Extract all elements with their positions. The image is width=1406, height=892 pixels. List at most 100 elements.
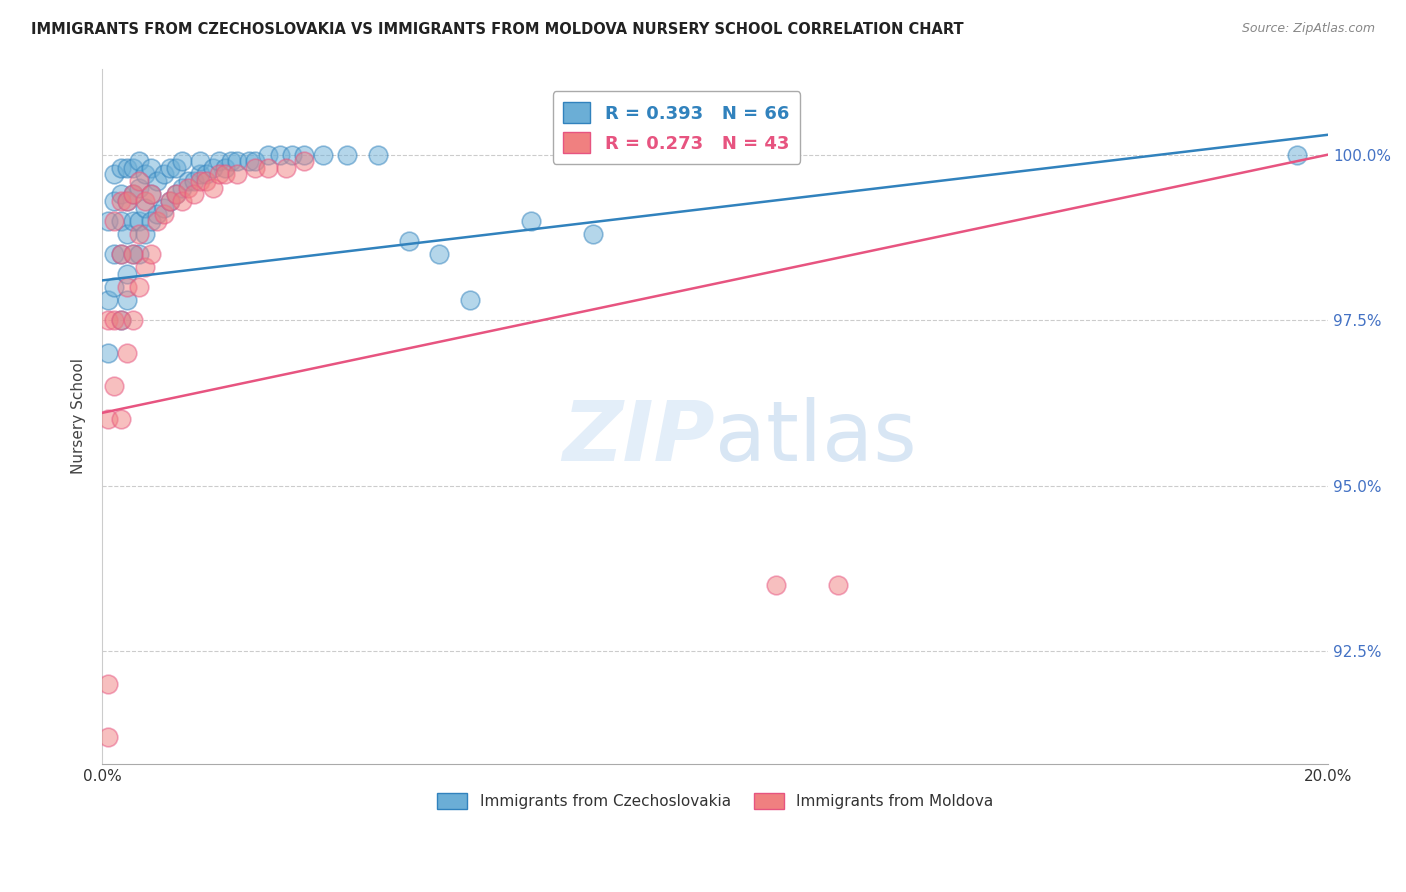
Point: [177, 180, 200, 194]
Point: [97, 677, 120, 691]
Text: atlas: atlas: [716, 397, 917, 477]
Point: [115, 194, 138, 208]
Point: [128, 154, 150, 169]
Point: [110, 247, 132, 261]
Point: [165, 161, 187, 175]
Point: [245, 161, 267, 175]
Point: [128, 174, 150, 188]
Point: [177, 174, 200, 188]
Point: [141, 214, 163, 228]
Point: [128, 280, 150, 294]
Point: [827, 578, 849, 592]
Point: [170, 154, 193, 169]
Point: [121, 187, 143, 202]
Point: [226, 154, 249, 169]
Point: [141, 187, 163, 202]
Point: [97, 346, 120, 360]
Point: [134, 260, 156, 275]
Point: [226, 168, 249, 182]
Point: [170, 180, 193, 194]
Point: [141, 187, 163, 202]
Point: [103, 168, 125, 182]
Point: [103, 247, 125, 261]
Text: Source: ZipAtlas.com: Source: ZipAtlas.com: [1241, 22, 1375, 36]
Point: [214, 161, 236, 175]
Point: [103, 379, 125, 393]
Point: [97, 214, 120, 228]
Point: [165, 187, 187, 202]
Point: [581, 227, 603, 241]
Point: [121, 247, 143, 261]
Point: [269, 147, 291, 161]
Point: [115, 194, 138, 208]
Point: [294, 147, 316, 161]
Point: [115, 280, 138, 294]
Point: [115, 293, 138, 308]
Point: [97, 412, 120, 426]
Point: [115, 227, 138, 241]
Point: [128, 247, 150, 261]
Point: [134, 168, 156, 182]
Point: [256, 147, 278, 161]
Point: [128, 214, 150, 228]
Point: [188, 154, 211, 169]
Point: [427, 247, 450, 261]
Point: [141, 161, 163, 175]
Point: [97, 293, 120, 308]
Point: [294, 154, 316, 169]
Point: [367, 147, 389, 161]
Point: [208, 168, 231, 182]
Point: [97, 731, 120, 745]
Point: [159, 194, 181, 208]
Point: [146, 214, 169, 228]
Point: [115, 161, 138, 175]
Point: [146, 207, 169, 221]
Point: [121, 247, 143, 261]
Text: ZIP: ZIP: [562, 397, 716, 477]
Point: [110, 313, 132, 327]
Text: IMMIGRANTS FROM CZECHOSLOVAKIA VS IMMIGRANTS FROM MOLDOVA NURSERY SCHOOL CORRELA: IMMIGRANTS FROM CZECHOSLOVAKIA VS IMMIGR…: [31, 22, 963, 37]
Point: [141, 247, 163, 261]
Point: [312, 147, 335, 161]
Point: [520, 214, 543, 228]
Point: [195, 174, 218, 188]
Point: [134, 201, 156, 215]
Point: [214, 168, 236, 182]
Point: [103, 214, 125, 228]
Point: [134, 194, 156, 208]
Point: [152, 207, 174, 221]
Point: [115, 346, 138, 360]
Point: [121, 214, 143, 228]
Point: [188, 174, 211, 188]
Point: [183, 174, 205, 188]
Legend: Immigrants from Czechoslovakia, Immigrants from Moldova: Immigrants from Czechoslovakia, Immigran…: [430, 787, 1000, 815]
Point: [256, 161, 278, 175]
Point: [188, 168, 211, 182]
Point: [208, 154, 231, 169]
Point: [121, 187, 143, 202]
Point: [274, 161, 297, 175]
Point: [765, 578, 787, 592]
Point: [183, 187, 205, 202]
Point: [110, 214, 132, 228]
Point: [103, 313, 125, 327]
Point: [110, 313, 132, 327]
Point: [195, 168, 218, 182]
Point: [398, 234, 420, 248]
Point: [110, 161, 132, 175]
Point: [121, 313, 143, 327]
Point: [128, 227, 150, 241]
Point: [103, 280, 125, 294]
Point: [152, 201, 174, 215]
Point: [128, 180, 150, 194]
Point: [281, 147, 304, 161]
Point: [238, 154, 260, 169]
Y-axis label: Nursery School: Nursery School: [72, 359, 86, 475]
Point: [110, 412, 132, 426]
Point: [170, 194, 193, 208]
Point: [159, 161, 181, 175]
Point: [152, 168, 174, 182]
Point: [103, 194, 125, 208]
Point: [110, 247, 132, 261]
Point: [121, 161, 143, 175]
